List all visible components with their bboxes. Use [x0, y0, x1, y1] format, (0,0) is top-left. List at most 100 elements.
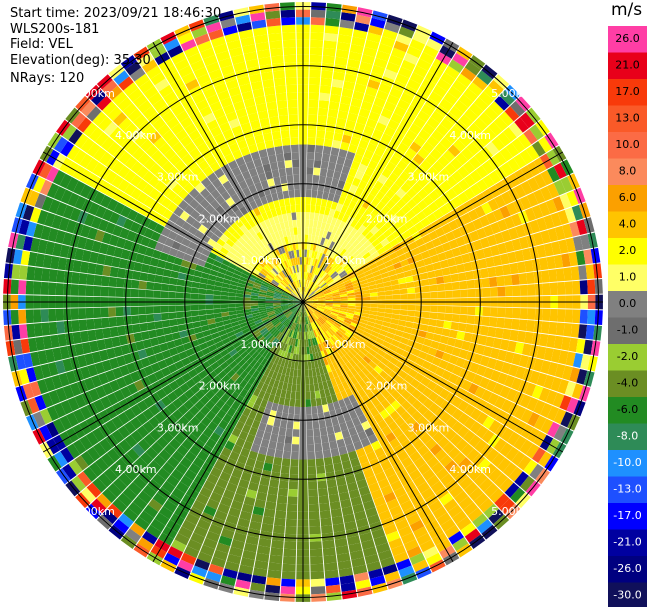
velocity-gate	[317, 295, 325, 299]
velocity-gate	[339, 306, 348, 311]
velocity-gate	[444, 524, 460, 539]
velocity-gate	[374, 319, 384, 326]
velocity-gate	[381, 389, 391, 399]
velocity-gate	[337, 284, 346, 290]
velocity-gate	[435, 276, 445, 285]
velocity-gate	[346, 370, 354, 379]
velocity-gate	[434, 326, 444, 336]
velocity-gate	[347, 58, 361, 69]
velocity-gate	[571, 204, 584, 221]
velocity-gate	[355, 294, 363, 298]
velocity-gate	[311, 283, 317, 291]
velocity-gate	[459, 314, 468, 324]
velocity-gate	[375, 50, 391, 62]
velocity-gate	[412, 31, 429, 45]
velocity-gate	[393, 486, 407, 499]
velocity-gate	[348, 51, 363, 62]
velocity-gate	[514, 117, 529, 133]
velocity-gate	[427, 426, 439, 438]
velocity-gate	[400, 214, 410, 225]
velocity-gate	[335, 203, 344, 212]
velocity-gate	[358, 259, 367, 267]
velocity-gate	[519, 284, 528, 296]
velocity-gate	[478, 111, 494, 127]
velocity-gate	[316, 307, 324, 312]
velocity-gate	[380, 556, 396, 568]
velocity-gate	[317, 244, 323, 253]
velocity-gate	[310, 197, 317, 206]
velocity-gate	[328, 232, 336, 242]
velocity-gate	[408, 159, 420, 171]
velocity-gate	[408, 353, 418, 363]
velocity-gate	[308, 107, 318, 116]
velocity-gate	[580, 234, 591, 250]
velocity-gate	[480, 325, 489, 336]
velocity-gate	[337, 415, 346, 425]
velocity-gate	[358, 107, 371, 119]
velocity-gate	[546, 182, 560, 199]
velocity-gate	[396, 493, 411, 505]
velocity-gate	[461, 340, 471, 351]
velocity-gate	[551, 241, 562, 256]
velocity-gate	[434, 349, 445, 360]
velocity-gate	[451, 170, 464, 184]
velocity-gate	[504, 84, 521, 101]
velocity-gate	[410, 171, 422, 183]
velocity-gate	[430, 480, 445, 494]
velocity-gate	[377, 291, 386, 296]
velocity-gate	[383, 281, 392, 287]
velocity-gate	[451, 196, 463, 208]
velocity-gate	[390, 318, 399, 325]
velocity-gate	[362, 209, 372, 219]
velocity-gate	[454, 99, 469, 114]
velocity-gate	[519, 195, 532, 210]
velocity-gate	[325, 348, 332, 357]
velocity-gate	[462, 161, 476, 174]
velocity-gate	[355, 517, 369, 528]
velocity-gate	[371, 197, 381, 207]
velocity-gate	[456, 516, 472, 531]
velocity-gate	[486, 234, 498, 247]
velocity-gate	[338, 148, 348, 159]
velocity-gate	[557, 309, 566, 323]
velocity-gate	[533, 173, 547, 189]
velocity-gate	[383, 178, 395, 189]
velocity-gate	[354, 423, 365, 434]
velocity-gate	[325, 303, 333, 306]
velocity-gate	[489, 488, 504, 503]
velocity-gate	[317, 305, 325, 309]
velocity-gate	[315, 344, 321, 353]
velocity-gate	[468, 251, 478, 262]
velocity-gate	[585, 264, 595, 280]
velocity-gate	[393, 334, 402, 343]
velocity-gate	[538, 136, 553, 153]
velocity-gate	[445, 290, 453, 299]
velocity-gate	[474, 205, 486, 218]
velocity-gate	[435, 123, 449, 137]
velocity-gate	[409, 72, 425, 85]
velocity-gate	[354, 308, 363, 313]
velocity-gate	[590, 340, 601, 357]
velocity-gate	[510, 101, 526, 117]
velocity-gate	[325, 395, 333, 405]
velocity-gate	[473, 96, 489, 112]
velocity-gate	[317, 300, 326, 302]
velocity-gate	[417, 393, 428, 405]
velocity-gate	[343, 467, 354, 477]
velocity-gate	[309, 295, 317, 300]
velocity-gate	[323, 322, 331, 330]
velocity-gate	[504, 482, 520, 498]
velocity-gate	[373, 180, 384, 191]
velocity-gate	[355, 14, 371, 25]
velocity-gate	[390, 480, 403, 492]
velocity-gate	[308, 306, 316, 312]
velocity-gate	[455, 357, 466, 368]
velocity-gate	[427, 166, 439, 178]
velocity-gate	[400, 410, 412, 422]
velocity-gate	[323, 310, 331, 315]
velocity-gate	[315, 137, 325, 146]
velocity-gate	[400, 182, 412, 194]
velocity-gate	[350, 496, 363, 507]
velocity-gate	[457, 425, 470, 439]
velocity-gate	[347, 303, 356, 307]
